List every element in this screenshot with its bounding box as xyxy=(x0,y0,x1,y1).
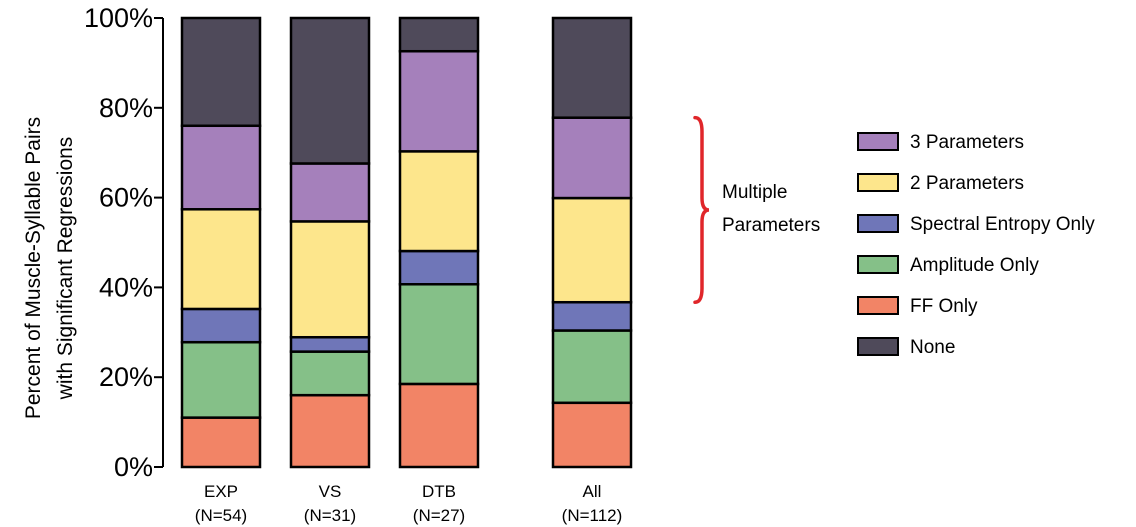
category-count: (N=54) xyxy=(195,506,247,525)
legend-label: 3 Parameters xyxy=(910,132,1024,153)
bar-segment-dtb-amplitude-only xyxy=(398,283,480,386)
legend-label: None xyxy=(910,337,955,358)
bar-segment-exp-amplitude-only xyxy=(180,340,262,419)
annotation-line-2: Parameters xyxy=(722,215,820,236)
bar-segment-vs-spectral-entropy-only xyxy=(289,335,371,353)
bar-segment-all-ff-only xyxy=(551,401,633,469)
y-tick-label: 80% xyxy=(99,93,153,123)
category-count: (N=27) xyxy=(413,506,465,525)
bar-segment-dtb-spectral-entropy-only xyxy=(398,249,480,286)
legend-item-spectral-entropy-only: Spectral Entropy Only xyxy=(857,214,1095,235)
legend-item-3-parameters: 3 Parameters xyxy=(857,132,1024,153)
legend-label: Spectral Entropy Only xyxy=(910,214,1095,235)
bar-dtb xyxy=(398,16,480,469)
legend-item-none: None xyxy=(857,337,955,358)
legend-swatch xyxy=(857,337,899,356)
bar-segment-dtb-ff-only xyxy=(398,382,480,469)
bar-segment-exp-3-parameters xyxy=(180,124,262,211)
legend-label: FF Only xyxy=(910,296,978,317)
y-tick-label: 40% xyxy=(99,272,153,302)
bar-segment-dtb-2-parameters xyxy=(398,150,480,253)
legend-swatch xyxy=(857,132,899,151)
y-tick-label: 20% xyxy=(99,362,153,392)
bar-segment-exp-spectral-entropy-only xyxy=(180,307,262,344)
y-axis-title: Percent of Muscle-Syllable Pairs with Si… xyxy=(22,117,77,419)
multiple-parameters-annotation: Multiple Parameters xyxy=(693,115,820,304)
bar-segment-all-none xyxy=(551,16,633,119)
category-count: (N=31) xyxy=(304,506,356,525)
legend-item-ff-only: FF Only xyxy=(857,296,978,317)
y-tick-label: 100% xyxy=(84,3,153,33)
bar-all xyxy=(551,16,633,469)
y-tick-label: 60% xyxy=(99,183,153,213)
y-axis-title-line-1: Percent of Muscle-Syllable Pairs xyxy=(22,117,45,419)
annotation-line-1: Multiple xyxy=(722,182,787,203)
legend-item-amplitude-only: Amplitude Only xyxy=(857,255,1039,276)
bracket-mark xyxy=(693,115,710,304)
category-label: EXP xyxy=(204,482,238,501)
category-label: DTB xyxy=(422,482,456,501)
legend-label: 2 Parameters xyxy=(910,173,1024,194)
bar-segment-all-2-parameters xyxy=(551,196,633,304)
bar-segment-exp-2-parameters xyxy=(180,208,262,311)
bar-segment-vs-ff-only xyxy=(289,393,371,469)
bar-segment-exp-ff-only xyxy=(180,416,262,469)
category-label: All xyxy=(583,482,602,501)
bar-segment-exp-none xyxy=(180,16,262,128)
bar-segment-all-3-parameters xyxy=(551,116,633,200)
bar-vs xyxy=(289,16,371,469)
bar-exp xyxy=(180,16,262,469)
legend-swatch xyxy=(857,214,899,233)
bar-segment-dtb-3-parameters xyxy=(398,49,480,153)
legend-swatch xyxy=(857,296,899,315)
legend-swatch xyxy=(857,255,899,274)
bar-segment-all-amplitude-only xyxy=(551,329,633,405)
legend-item-2-parameters: 2 Parameters xyxy=(857,173,1024,194)
y-tick-label: 0% xyxy=(114,452,153,482)
y-axis-title-line-2: with Significant Regressions xyxy=(54,137,77,401)
legend: 3 Parameters 2 Parameters Spectral Entropy… xyxy=(857,132,1095,358)
legend-swatch xyxy=(857,173,899,192)
axes: 0% 20% 40% 60% 80% 100% xyxy=(84,3,164,482)
category-label: VS xyxy=(319,482,342,501)
bar-segment-all-spectral-entropy-only xyxy=(551,300,633,332)
category-labels: EXP (N=54) VS (N=31) DTB (N=27) All (N=112) xyxy=(195,482,623,525)
bar-segment-vs-2-parameters xyxy=(289,220,371,339)
bar-segment-vs-3-parameters xyxy=(289,162,371,223)
category-count: (N=112) xyxy=(562,506,623,525)
legend-label: Amplitude Only xyxy=(910,255,1039,276)
bar-segment-dtb-none xyxy=(398,16,480,53)
bars xyxy=(180,16,633,469)
bar-segment-vs-amplitude-only xyxy=(289,350,371,397)
bar-segment-vs-none xyxy=(289,16,371,165)
